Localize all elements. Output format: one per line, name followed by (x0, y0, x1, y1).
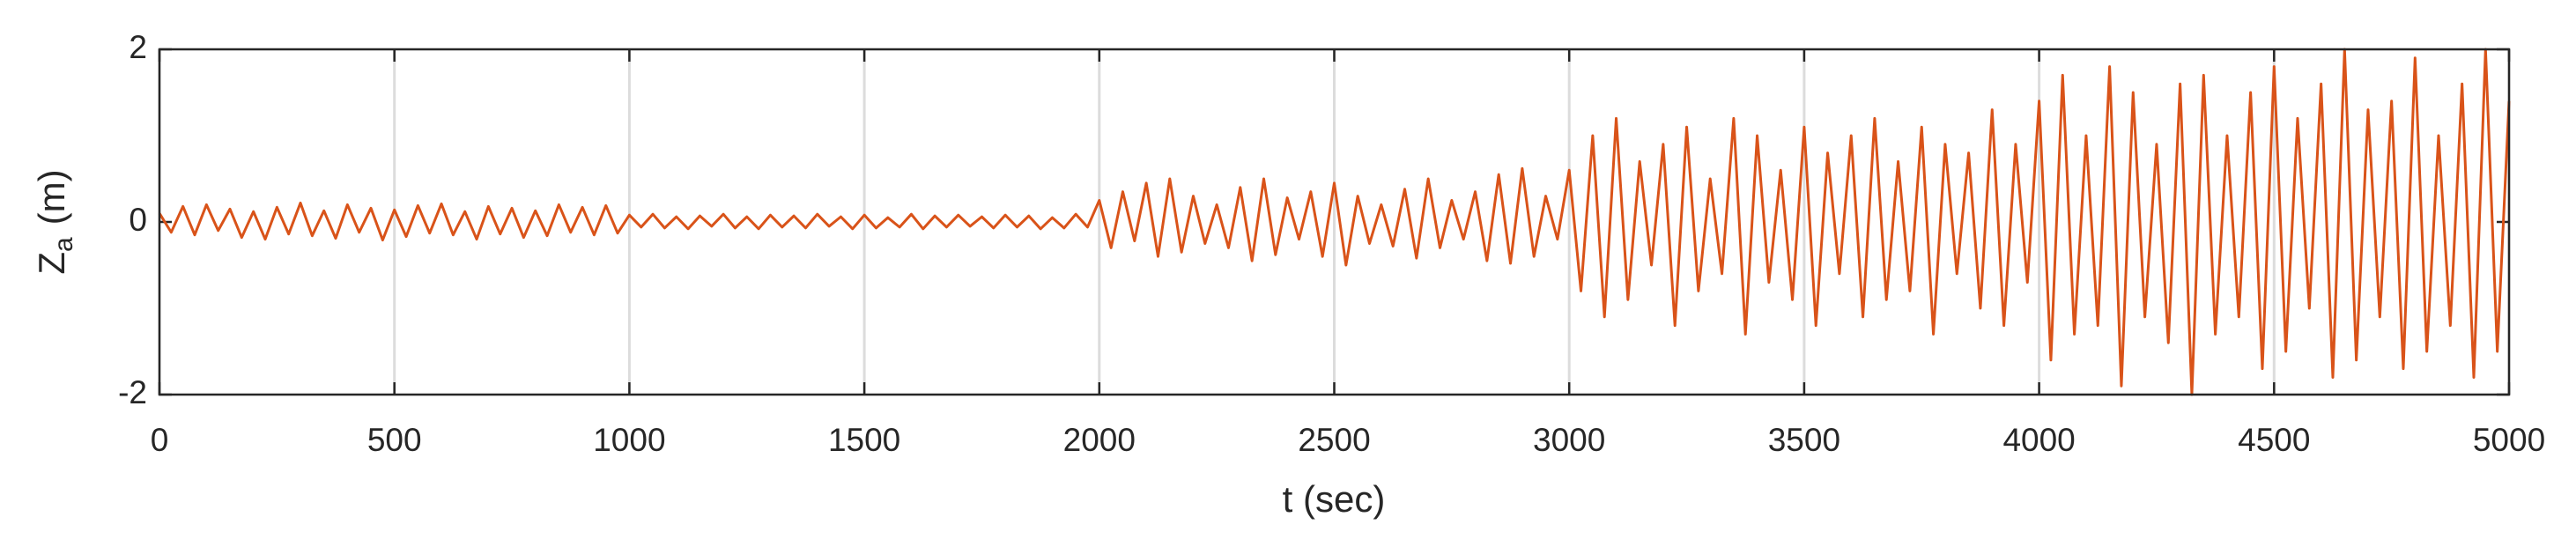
x-tick-label: 2500 (1298, 422, 1370, 458)
y-tick-label: 2 (129, 29, 147, 65)
x-tick-label: 5000 (2473, 422, 2545, 458)
y-tick-label: 0 (129, 202, 147, 238)
y-tick-label: -2 (118, 374, 147, 410)
x-tick-label: 0 (151, 422, 169, 458)
x-tick-label: 1500 (828, 422, 900, 458)
x-tick-label: 500 (367, 422, 422, 458)
axes-box (158, 48, 2511, 396)
x-tick-label: 3000 (1533, 422, 1605, 458)
y-label-unit: (m) (31, 169, 72, 225)
x-tick-label: 2000 (1063, 422, 1136, 458)
x-tick-label: 4000 (2002, 422, 2075, 458)
x-axis-label: t (sec) (1283, 478, 1386, 520)
x-tick-label: 4500 (2238, 422, 2310, 458)
y-label-sub: a (49, 237, 78, 252)
y-label-main: Z (31, 252, 72, 275)
y-axis-label: Za (m) (31, 169, 78, 274)
x-tick-label: 1000 (593, 422, 665, 458)
data-line (158, 48, 2511, 396)
x-tick-label: 3500 (1768, 422, 1840, 458)
